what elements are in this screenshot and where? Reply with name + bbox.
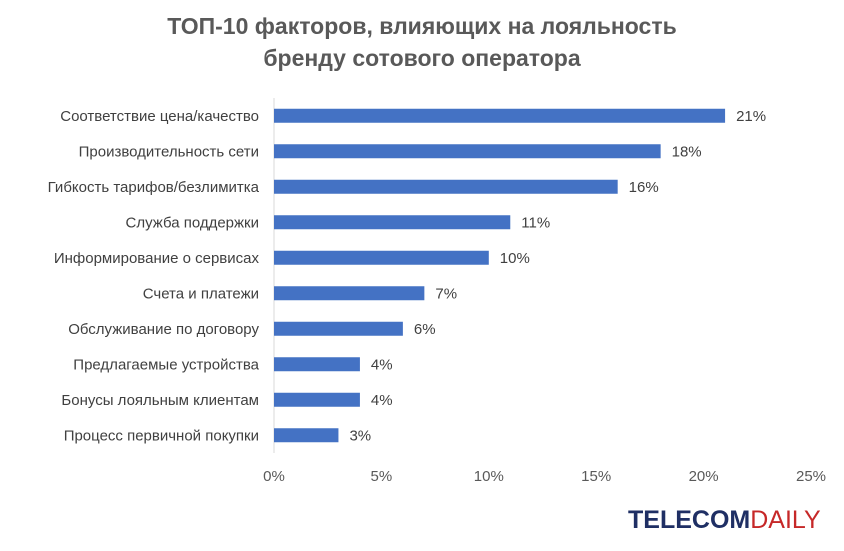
category-label: Бонусы лояльным клиентам — [61, 392, 259, 409]
bar — [274, 392, 360, 407]
x-tick-label: 0% — [263, 468, 285, 485]
category-label: Гибкость тарифов/безлимитка — [48, 179, 260, 196]
bar — [274, 108, 726, 123]
bar — [274, 428, 339, 443]
brand-logo-part-2: DAILY — [750, 506, 821, 534]
bar — [274, 357, 360, 372]
x-tick-label: 25% — [796, 468, 826, 485]
category-label: Обслуживание по договору — [68, 321, 259, 338]
bar — [274, 250, 489, 265]
brand-logo-part-1: TELECOM — [628, 506, 751, 534]
category-label: Соответствие цена/качество — [60, 108, 259, 125]
x-tick-label: 15% — [581, 468, 611, 485]
category-label: Предлагаемые устройства — [73, 356, 259, 373]
category-label: Производительность сети — [79, 143, 259, 160]
x-tick-label: 5% — [371, 468, 393, 485]
data-label: 18% — [672, 143, 702, 160]
x-tick-label: 10% — [474, 468, 504, 485]
bar — [274, 215, 511, 230]
data-label: 11% — [521, 214, 550, 231]
chart-title: ТОП-10 факторов, влияющих на лояльность … — [0, 10, 844, 74]
title-line-1: ТОП-10 факторов, влияющих на лояльность — [167, 13, 677, 39]
data-label: 4% — [371, 356, 393, 373]
category-label: Счета и платежи — [143, 285, 259, 302]
data-label: 3% — [349, 427, 371, 444]
category-label: Процесс первичной покупки — [64, 427, 259, 444]
title-line-2: бренду сотового оператора — [263, 45, 581, 71]
data-label: 7% — [435, 285, 457, 302]
data-label: 10% — [500, 250, 530, 267]
bar — [274, 321, 403, 336]
bar — [274, 179, 618, 194]
data-label: 21% — [736, 108, 766, 125]
bar — [274, 144, 661, 159]
bar — [274, 286, 425, 301]
x-tick-label: 20% — [689, 468, 719, 485]
category-label: Служба поддержки — [125, 214, 259, 231]
data-label: 16% — [629, 179, 659, 196]
brand-logo: TELECOMDAILY — [628, 506, 821, 535]
category-label: Информирование о сервисах — [54, 250, 260, 267]
data-label: 4% — [371, 392, 393, 409]
data-label: 6% — [414, 321, 436, 338]
